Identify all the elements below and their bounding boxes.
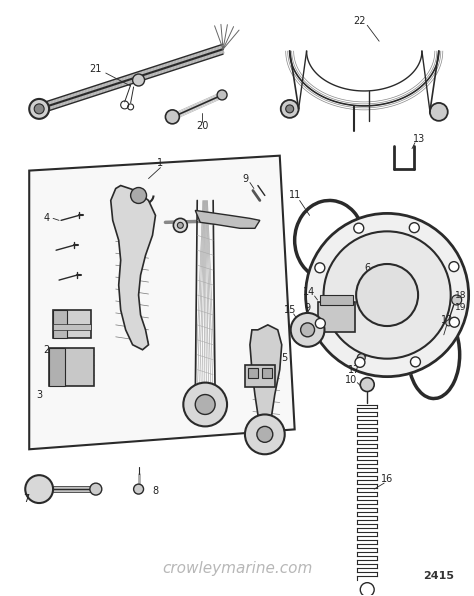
Text: 12: 12 [440, 315, 453, 325]
Bar [318, 302, 356, 332]
Text: 15: 15 [283, 305, 296, 315]
Circle shape [173, 218, 187, 232]
Text: 18: 18 [455, 290, 466, 300]
Circle shape [315, 263, 325, 273]
Circle shape [430, 103, 448, 121]
Circle shape [356, 264, 418, 326]
Circle shape [357, 354, 365, 362]
Circle shape [90, 483, 102, 495]
Circle shape [452, 295, 462, 305]
Circle shape [183, 383, 227, 426]
Text: 4: 4 [43, 213, 49, 224]
Bar [49, 348, 94, 386]
Text: 13: 13 [413, 134, 425, 144]
Text: 14: 14 [303, 287, 316, 297]
Circle shape [301, 323, 315, 337]
Text: 8: 8 [153, 486, 158, 496]
Polygon shape [29, 156, 295, 449]
Circle shape [195, 395, 215, 414]
Circle shape [315, 318, 325, 328]
Circle shape [306, 213, 469, 377]
Text: 19: 19 [455, 303, 466, 312]
Text: 22: 22 [353, 16, 365, 26]
Circle shape [360, 378, 374, 392]
Circle shape [291, 313, 325, 347]
Text: 7: 7 [23, 494, 29, 504]
Bar [248, 368, 258, 378]
Text: 20: 20 [196, 121, 209, 131]
Text: 21: 21 [90, 64, 102, 74]
Circle shape [286, 105, 294, 113]
Bar [319, 295, 353, 305]
Circle shape [410, 357, 420, 367]
Bar [53, 324, 91, 330]
Bar [53, 310, 91, 338]
Circle shape [354, 223, 364, 233]
Bar [245, 365, 275, 387]
Text: 9: 9 [242, 173, 248, 184]
Circle shape [29, 99, 49, 119]
Circle shape [281, 100, 299, 118]
Text: 3: 3 [36, 390, 42, 399]
Polygon shape [111, 185, 155, 350]
Circle shape [449, 262, 459, 272]
Circle shape [133, 74, 145, 86]
Polygon shape [250, 325, 282, 429]
Text: 1: 1 [157, 157, 164, 167]
Circle shape [410, 223, 419, 232]
Text: 16: 16 [381, 474, 393, 484]
Text: 2415: 2415 [423, 571, 454, 581]
Circle shape [217, 90, 227, 100]
Text: 2: 2 [43, 344, 49, 355]
Polygon shape [195, 210, 260, 228]
Bar [53, 310, 67, 338]
Text: crowleymarine.com: crowleymarine.com [162, 561, 312, 576]
Text: 17: 17 [348, 365, 361, 375]
Circle shape [324, 231, 451, 359]
Circle shape [449, 317, 459, 327]
Circle shape [34, 104, 44, 114]
Circle shape [355, 358, 365, 367]
Text: 10: 10 [345, 375, 357, 384]
Circle shape [131, 188, 146, 203]
Bar [49, 348, 65, 386]
Bar [262, 368, 272, 378]
Circle shape [25, 475, 53, 503]
Text: 6: 6 [364, 263, 370, 273]
Circle shape [165, 110, 179, 124]
Circle shape [134, 484, 144, 494]
Text: 5: 5 [282, 353, 288, 363]
Circle shape [177, 222, 183, 228]
Circle shape [446, 320, 452, 326]
Circle shape [245, 414, 285, 454]
Text: 9: 9 [304, 303, 310, 313]
Circle shape [257, 426, 273, 442]
Text: 11: 11 [289, 191, 301, 200]
